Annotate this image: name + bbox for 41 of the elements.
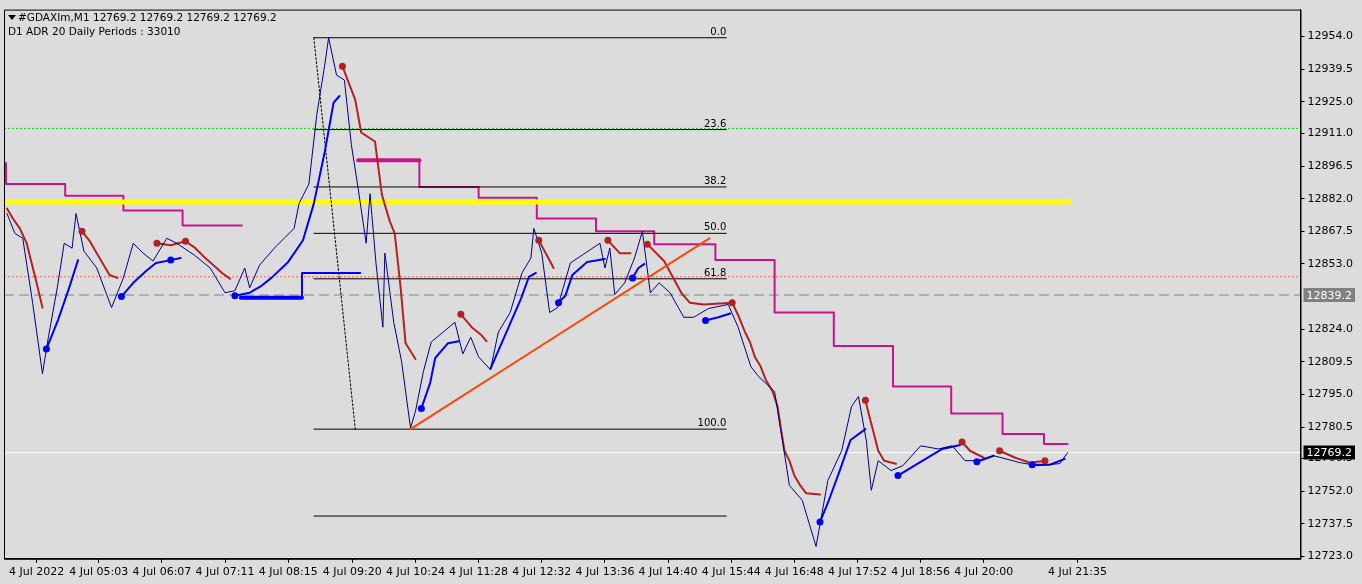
x-tick-label: 4 Jul 15:44 xyxy=(701,565,761,579)
x-tick-label: 4 Jul 18:56 xyxy=(891,565,951,579)
ref-line-label: 12839.2 xyxy=(1306,288,1353,302)
x-tick-label: 4 Jul 07:11 xyxy=(195,565,255,579)
text: D1 ADR 20 Daily Periods : 33010 xyxy=(8,25,181,37)
y-tick-label: 12939.5 xyxy=(1307,62,1354,76)
y-tick-label: 12911.0 xyxy=(1307,126,1354,140)
y-tick-label: 12882.0 xyxy=(1307,191,1354,205)
y-tick-label: 12925.0 xyxy=(1307,94,1354,108)
x-tick-label: 4 Jul 2022 xyxy=(8,565,65,579)
x-tick-label: 4 Jul 06:07 xyxy=(132,565,192,579)
x-tick-label: 4 Jul 20:00 xyxy=(954,565,1014,579)
y-tick-label: 12795.0 xyxy=(1307,387,1354,401)
x-tick-label: 4 Jul 21:35 xyxy=(1048,565,1107,579)
x-tick-label: 4 Jul 10:24 xyxy=(385,565,445,579)
y-tick-label: 12780.5 xyxy=(1307,419,1354,433)
x-tick-label: 4 Jul 05:03 xyxy=(69,565,129,579)
chart-title: #GDAXIm,M1 12769.2 12769.2 12769.2 12769.2 xyxy=(18,11,277,23)
x-tick-label: 4 Jul 11:28 xyxy=(449,565,509,579)
y-tick-label: 12954.0 xyxy=(1307,29,1354,43)
y-tick-label: 12752.0 xyxy=(1307,484,1354,498)
annotation: 100.0 xyxy=(697,417,727,430)
y-tick-label: 12853.0 xyxy=(1307,256,1354,270)
x-tick-label: 4 Jul 17:52 xyxy=(828,565,887,579)
annotation: 50.0 xyxy=(703,221,727,234)
annotation: 38.2 xyxy=(703,174,727,187)
y-tick-label: 12896.5 xyxy=(1307,158,1354,172)
x-tick-label: 4 Jul 16:48 xyxy=(764,565,824,579)
x-tick-label: 4 Jul 13:36 xyxy=(575,565,635,579)
x-tick-label: 4 Jul 14:40 xyxy=(638,565,698,579)
x-tick-label: 4 Jul 12:32 xyxy=(512,565,572,579)
x-tick-label: 4 Jul 09:20 xyxy=(322,565,382,579)
y-tick-label: 12824.0 xyxy=(1307,322,1354,336)
y-tick-label: 12867.5 xyxy=(1307,224,1354,238)
y-tick-label: 12723.0 xyxy=(1307,549,1354,563)
y-tick-label: 12737.5 xyxy=(1307,516,1354,530)
annotation: 0.0 xyxy=(710,25,727,38)
annotation: 61.8 xyxy=(703,266,727,279)
y-tick-label: 12809.5 xyxy=(1307,354,1354,368)
annotation: 23.6 xyxy=(703,117,727,130)
x-tick-label: 4 Jul 08:15 xyxy=(258,565,318,579)
